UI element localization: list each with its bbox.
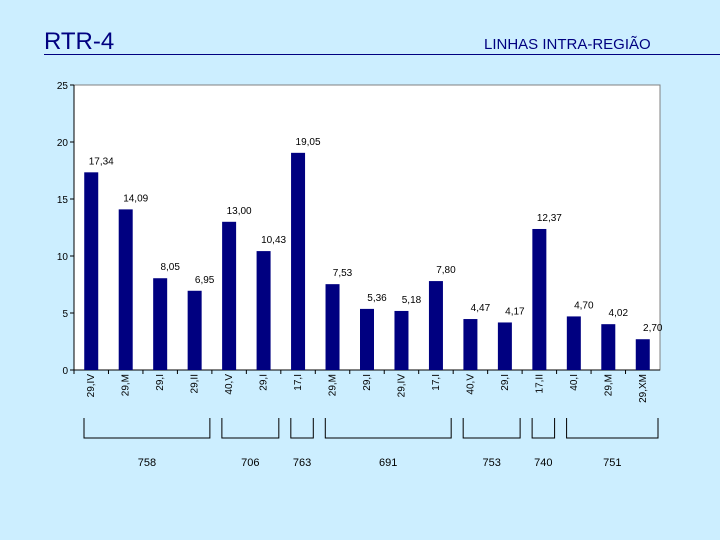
data-label: 7,53 <box>333 268 353 279</box>
group-bracket <box>324 418 452 439</box>
data-label: 10,43 <box>261 235 286 246</box>
group-bracket <box>83 418 211 439</box>
data-label: 5,36 <box>367 293 387 304</box>
bar <box>291 152 306 370</box>
category-label: 17,I <box>431 374 442 391</box>
bar <box>394 310 409 370</box>
bar <box>601 324 616 370</box>
page-title: RTR-4 <box>44 28 115 55</box>
data-label: 4,70 <box>574 300 594 311</box>
data-label: 4,02 <box>609 308 629 319</box>
bar <box>497 322 512 370</box>
category-label: 29,IV <box>396 374 407 398</box>
bar <box>532 228 547 370</box>
data-label: 19,05 <box>296 137 321 148</box>
group-label: 753 <box>482 457 500 469</box>
bar <box>118 209 133 370</box>
category-label: 40,V <box>465 374 476 395</box>
data-label: 5,18 <box>402 295 422 306</box>
group-bracket <box>531 418 556 439</box>
group-bracket <box>290 418 314 439</box>
bar <box>153 278 168 370</box>
y-tick-label: 0 <box>62 366 68 377</box>
data-label: 13,00 <box>227 206 252 217</box>
y-tick-label: 15 <box>57 195 69 206</box>
data-label: 12,37 <box>537 213 562 224</box>
y-tick-label: 10 <box>57 252 69 263</box>
bar <box>187 290 202 370</box>
bar <box>428 281 443 370</box>
group-label: 691 <box>379 457 397 469</box>
bar <box>463 319 478 370</box>
bar <box>360 308 374 370</box>
page-subtitle: LINHAS INTRA-REGIÃO <box>484 36 651 53</box>
group-bracket <box>462 418 521 439</box>
category-label: 29,I <box>500 374 511 391</box>
category-label: 29,II <box>190 374 201 393</box>
group-label: 763 <box>293 457 311 469</box>
category-label: 40,V <box>224 374 235 395</box>
category-label: 29,I <box>259 374 270 391</box>
category-label: 29,M <box>603 374 614 396</box>
y-tick-label: 20 <box>57 138 69 149</box>
data-label: 6,95 <box>195 275 215 286</box>
category-label: 29,M <box>121 374 132 396</box>
category-label: 29,IV <box>86 374 97 398</box>
category-label: 17,I <box>293 374 304 391</box>
data-label: 4,47 <box>471 303 491 314</box>
bar <box>566 316 581 370</box>
data-label: 8,05 <box>160 262 180 273</box>
y-tick-label: 25 <box>57 81 69 92</box>
group-bracket <box>221 418 280 439</box>
data-label: 14,09 <box>123 193 148 204</box>
category-label: 40,I <box>569 374 580 391</box>
data-label: 2,70 <box>643 323 663 334</box>
data-label: 17,34 <box>89 156 114 167</box>
group-bracket <box>566 418 659 439</box>
category-label: 17,II <box>534 374 545 393</box>
category-label: 29,M <box>328 374 339 396</box>
data-label: 7,80 <box>436 265 456 276</box>
group-label: 740 <box>534 457 552 469</box>
bar <box>222 221 237 370</box>
title-underline <box>44 54 720 55</box>
bar <box>635 339 650 370</box>
bar <box>256 251 271 370</box>
group-label: 706 <box>241 457 259 469</box>
category-label: 29,I <box>362 374 373 391</box>
category-label: 29,I <box>155 374 166 391</box>
bar <box>325 284 340 370</box>
group-label: 758 <box>138 457 156 469</box>
data-label: 4,17 <box>505 306 525 317</box>
group-label: 751 <box>603 457 621 469</box>
y-tick-label: 5 <box>62 309 68 320</box>
bar <box>84 172 99 370</box>
category-label: 29,XM <box>638 374 649 403</box>
